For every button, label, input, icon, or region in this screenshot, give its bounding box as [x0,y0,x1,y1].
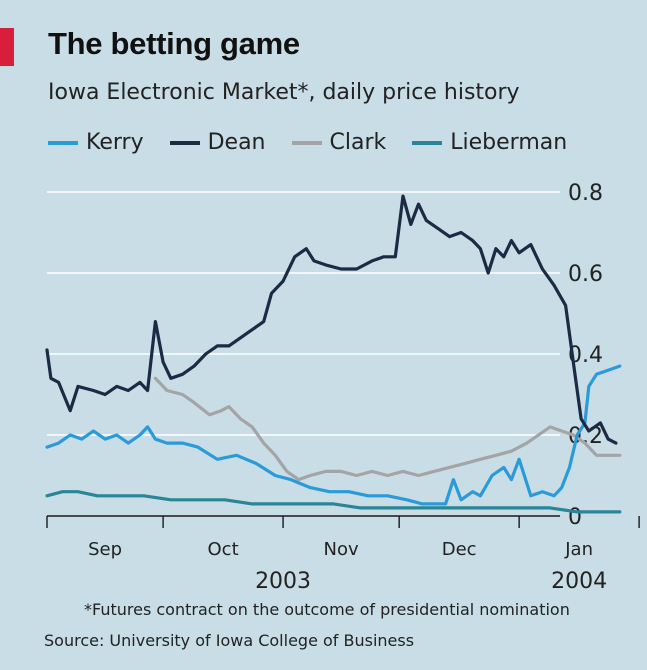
y-tick-label: 0.6 [568,262,603,287]
y-tick-label: 0.8 [568,181,603,206]
legend-label-clark: Clark [329,130,387,155]
series-line-clark [153,376,622,482]
x-tick-label: Sep [88,539,122,560]
legend: Kerry Dean Clark Lieberman [48,130,593,155]
legend-label-lieberman: Lieberman [450,130,568,155]
legend-item-lieberman: Lieberman [412,130,567,155]
series-line-kerry [45,364,622,506]
legend-item-kerry: Kerry [48,130,144,155]
series-line-lieberman [45,490,622,514]
legend-swatch-clark [291,140,322,145]
series-line-dean [45,194,618,445]
legend-swatch-lieberman [412,140,443,145]
brand-tab [0,28,14,66]
legend-item-dean: Dean [169,130,266,155]
legend-swatch-kerry [48,140,78,145]
year-label: 2004 [551,569,607,594]
chart-title: The betting game [48,26,300,61]
chart-subtitle: Iowa Electronic Market*, daily price his… [48,80,520,105]
legend-label-dean: Dean [207,130,266,155]
x-tick-label: Dec [442,539,477,560]
source-note: Source: University of Iowa College of Bu… [44,631,415,650]
legend-item-clark: Clark [291,130,387,155]
legend-swatch-dean [169,140,200,145]
x-tick-label: Oct [208,539,239,560]
y-tick-label: 0 [568,505,582,530]
legend-label-kerry: Kerry [86,130,144,155]
footnote: *Futures contract on the outcome of pres… [84,600,570,619]
year-label: 2003 [255,569,311,594]
x-tick-label: Nov [324,539,359,560]
x-tick-label: Jan [564,539,593,560]
